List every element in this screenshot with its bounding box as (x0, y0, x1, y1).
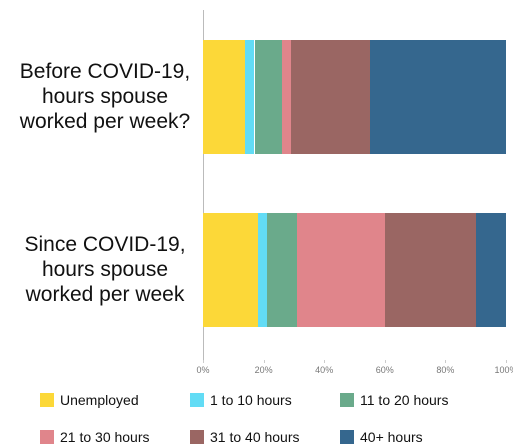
bar-segment (257, 213, 267, 327)
x-tick-label: 0% (196, 365, 210, 375)
tick-mark (263, 360, 265, 363)
axis-line (203, 10, 204, 362)
legend-item: Unemployed (40, 392, 139, 408)
legend-label: 1 to 10 hours (210, 392, 292, 408)
x-tick-label: 20% (254, 365, 273, 375)
bar-segment (203, 40, 246, 154)
legend-item: 40+ hours (340, 429, 423, 445)
legend-item: 1 to 10 hours (190, 392, 292, 408)
tick-mark (324, 360, 326, 363)
x-tick-label: 60% (375, 365, 394, 375)
legend-label: Unemployed (60, 392, 139, 408)
bar-segment (203, 213, 258, 327)
legend-swatch (190, 393, 204, 407)
tick-mark (506, 360, 507, 363)
x-tick-label: 40% (315, 365, 334, 375)
bar-segment (384, 213, 476, 327)
legend-swatch (340, 430, 354, 444)
bar-segment (266, 213, 297, 327)
legend-swatch (340, 393, 354, 407)
legend-label: 40+ hours (360, 429, 423, 445)
category-label: Before COVID-19, hours spouse worked per… (19, 60, 191, 133)
legend-label: 11 to 20 hours (360, 392, 449, 408)
tick-mark (203, 360, 204, 363)
bar-segment (245, 40, 255, 154)
x-tick-label: 80% (436, 365, 455, 375)
legend-label: 31 to 40 hours (210, 429, 300, 445)
legend-item: 11 to 20 hours (340, 392, 448, 408)
category-label: Since COVID-19, hours spouse worked per … (24, 233, 186, 306)
bar-segment (369, 40, 506, 154)
tick-mark (445, 360, 447, 363)
tick-mark (384, 360, 386, 363)
bar-segment (290, 40, 370, 154)
legend-item: 21 to 30 hours (40, 429, 150, 445)
bar-segment (281, 40, 291, 154)
bar-segment (254, 40, 282, 154)
x-tick-label: 100% (494, 365, 513, 375)
bar-segment (475, 213, 506, 327)
legend-item: 31 to 40 hours (190, 429, 300, 445)
legend-swatch (40, 430, 54, 444)
legend-label: 21 to 30 hours (60, 429, 150, 445)
legend-swatch (40, 393, 54, 407)
bar-segment (296, 213, 385, 327)
legend-swatch (190, 430, 204, 444)
